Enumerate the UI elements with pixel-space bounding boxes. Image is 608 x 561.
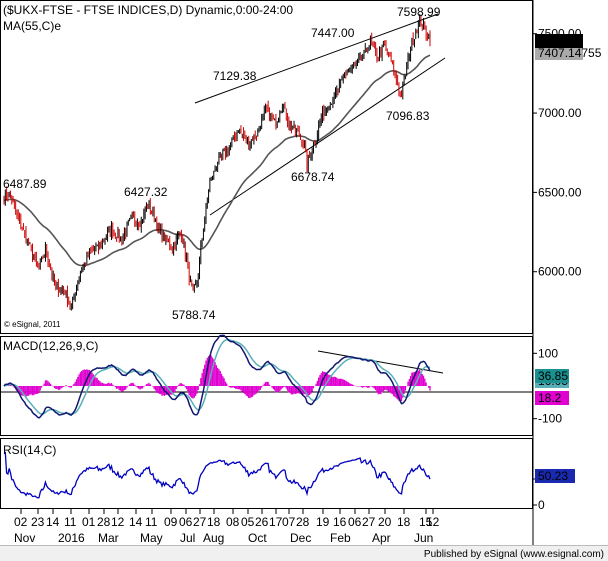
- x-tick-label: 18: [397, 515, 411, 529]
- x-tick-label: 02: [14, 515, 28, 529]
- x-tick-label: 01: [82, 515, 96, 529]
- x-month-label: Jun: [414, 531, 433, 545]
- x-tick-label: 17: [269, 515, 283, 529]
- macd-histogram: [4, 355, 431, 402]
- x-month-label: May: [140, 531, 163, 545]
- x-tick-label: 11: [145, 515, 158, 529]
- price-y-tick-label: 6000.00: [538, 265, 582, 279]
- x-tick-label: 28: [296, 515, 310, 529]
- x-month-label: Mar: [98, 531, 119, 545]
- rsi-line: [4, 451, 431, 499]
- x-tick-label: 11: [64, 515, 77, 529]
- price-annotation: 6678.74: [291, 170, 335, 184]
- panel-frames: [0, 0, 534, 545]
- x-month-label: Nov: [14, 531, 35, 545]
- macd-y-tick-label: -100: [538, 412, 562, 426]
- last-price-label-box: [535, 34, 583, 48]
- x-tick-label: 27: [193, 515, 207, 529]
- macd-hist-value-label-box: [535, 391, 569, 405]
- ma-value-label: 7407.14755: [538, 46, 602, 60]
- rsi-value-label-box: [535, 469, 575, 483]
- x-month-label: Dec: [290, 531, 311, 545]
- x-month-label: Apr: [372, 531, 391, 545]
- moving-average: [3, 54, 431, 267]
- macd-line: [3, 334, 431, 419]
- x-tick-label: 09: [164, 515, 178, 529]
- x-tick-label: 05: [241, 515, 255, 529]
- price-annotation: 6427.32: [124, 185, 168, 199]
- watermark: © eSignal, 2011: [4, 320, 61, 329]
- x-tick-label: 12: [426, 515, 440, 529]
- x-month-label: Feb: [330, 531, 351, 545]
- ma-legend: MA(55,C)e: [3, 19, 61, 33]
- x-tick-label: 26: [255, 515, 269, 529]
- price-candles: [3, 14, 431, 311]
- rsi-panel-frame: [0, 438, 533, 509]
- x-tick-label: 06: [179, 515, 193, 529]
- last-price-label: 7463.54: [538, 34, 582, 48]
- rsi-y-tick-label: 0: [538, 498, 545, 512]
- macd-y-ticks: 100 -100: [533, 346, 562, 426]
- macd-y-tick-label: 100: [538, 346, 558, 360]
- rsi-value-label: 50.23: [538, 469, 568, 483]
- x-tick-label: 14: [46, 515, 60, 529]
- x-month-label: Oct: [248, 531, 267, 545]
- macd-value-label: 36.85: [538, 369, 568, 383]
- x-tick-label: 16: [333, 515, 347, 529]
- price-annotation: 5788.74: [172, 308, 216, 322]
- chart-title: ($UKX-FTSE - FTSE INDICES,D) Dynamic,0:0…: [3, 3, 293, 17]
- price-annotation: 7129.38: [213, 69, 257, 83]
- x-tick-label: 18: [207, 515, 221, 529]
- price-y-tick-label: 7000.00: [538, 106, 582, 120]
- macd-title: MACD(12,26,9,C): [3, 339, 98, 353]
- x-tick-label: 27: [362, 515, 376, 529]
- rsi-title: RSI(14,C): [3, 443, 56, 457]
- x-tick-label: 15: [419, 515, 433, 529]
- price-trend-lines: [0, 13, 533, 393]
- price-y-tick-label: 6500.00: [538, 185, 582, 199]
- trend-line: [194, 13, 439, 104]
- x-month-label: 2016: [58, 531, 85, 545]
- ma-value-label-box: [535, 47, 583, 60]
- rsi-series-line: [4, 451, 431, 499]
- x-tick-label: 23: [31, 515, 45, 529]
- rsi-value-boxes: 50.23: [535, 469, 575, 483]
- x-month-label: Jul: [180, 531, 195, 545]
- x-tick-label: 12: [111, 515, 125, 529]
- x-axis: 02 23 14 11 01 28 12 14 11 09 06 27 18 08 05 26 17 07 28 19…: [14, 509, 440, 545]
- x-tick-label: 20: [378, 515, 392, 529]
- macd-hist-value-label: 18.2: [538, 391, 562, 405]
- macd-value-label-box: [535, 369, 569, 383]
- x-tick-label: 08: [226, 515, 240, 529]
- price-annotation: 7447.00: [311, 26, 355, 40]
- x-tick-label: 28: [97, 515, 111, 529]
- ma-55-line: [3, 54, 431, 267]
- price-panel-frame: [0, 0, 533, 334]
- x-tick-label: 19: [316, 515, 330, 529]
- price-annotations: 6487.89 6427.32 5788.74 7129.38 6678.74 7447.…: [3, 5, 441, 322]
- macd-lines: [3, 334, 431, 419]
- x-tick-label: 14: [129, 515, 143, 529]
- price-annotation: 6487.89: [3, 177, 47, 191]
- x-tick-label: 06: [348, 515, 362, 529]
- footer-text: Published by eSignal (www.esignal.com): [424, 549, 604, 560]
- price-annotation: 7598.99: [397, 5, 441, 19]
- price-annotation: 7096.83: [386, 109, 430, 123]
- x-month-label: Aug: [203, 531, 224, 545]
- footer-bar: [0, 545, 608, 561]
- x-tick-label: 07: [282, 515, 296, 529]
- trend-line: [209, 57, 446, 216]
